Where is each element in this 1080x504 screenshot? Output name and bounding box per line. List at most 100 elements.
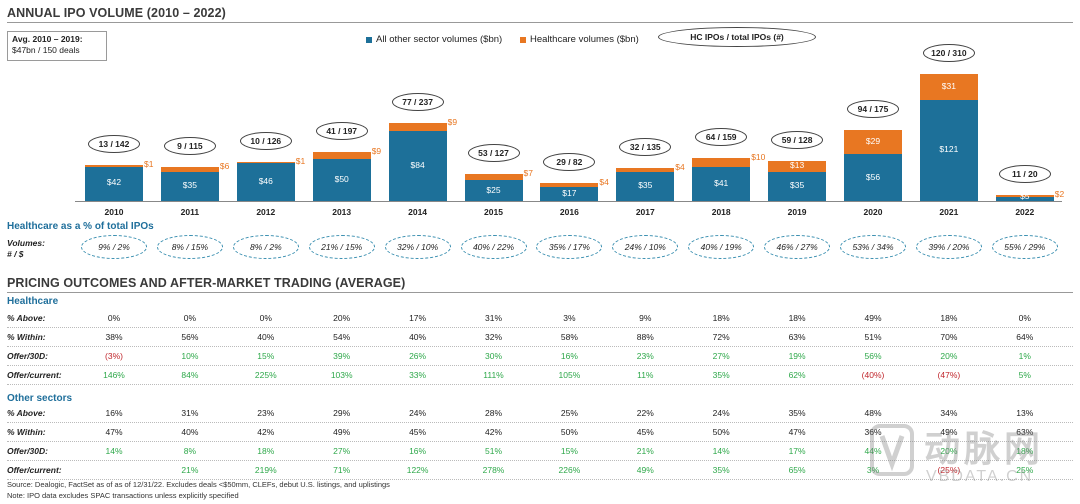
bar-healthcare-2011	[160, 166, 219, 172]
pill-hc-ipos-2013: 41 / 197	[315, 121, 368, 140]
pill-hc-ipos-2017: 32 / 135	[619, 138, 672, 157]
other-sectors-row-label-0: % Above:	[7, 408, 46, 418]
pill-hc-ipos-2020: 94 / 175	[847, 100, 899, 119]
label-other-2012: $46	[258, 175, 273, 186]
hc-pct-ellipse-2022: 55% / 29%	[991, 235, 1058, 259]
x-tick-2016: 2016	[559, 207, 579, 217]
healthcare-section-title: Healthcare	[7, 296, 59, 307]
healthcare-cell-3-2016: 105%	[558, 370, 581, 380]
other-sectors-cell-0-2014: 24%	[409, 408, 427, 418]
healthcare-cell-3-2018: 35%	[712, 370, 730, 380]
bar-healthcare-2014	[388, 123, 447, 131]
pill-hc-ipos-2010: 13 / 142	[88, 135, 140, 154]
pill-hc-ipos-2019: 59 / 128	[771, 130, 824, 149]
bar-other-2014	[388, 130, 447, 201]
other-sectors-cell-3-2012: 219%	[254, 465, 277, 475]
x-tick-2021: 2021	[939, 207, 959, 217]
hc-pct-ellipse-2015: 40% / 22%	[460, 235, 527, 259]
healthcare-cell-3-2015: 111%	[483, 370, 504, 380]
healthcare-row-label-0: % Above:	[7, 313, 46, 323]
label-healthcare-2016: $4	[599, 177, 609, 188]
pill-hc-ipos-2018: 64 / 159	[695, 128, 748, 147]
other-sectors-cell-3-2022: 25%	[1016, 465, 1034, 475]
label-healthcare-2012: $1	[295, 155, 306, 166]
bar-healthcare-2021	[919, 74, 978, 100]
healthcare-cell-0-2019: 18%	[788, 313, 806, 323]
healthcare-cell-3-2017: 11%	[637, 370, 654, 380]
other-sectors-cell-2-2013: 27%	[333, 446, 351, 456]
label-healthcare-2014: $9	[447, 117, 458, 128]
bar-healthcare-2013	[312, 151, 371, 160]
bar-other-2020	[844, 154, 902, 201]
other-sectors-cell-2-2011: 8%	[183, 446, 197, 456]
x-tick-2018: 2018	[711, 207, 731, 217]
hc-pct-ellipse-2016: 35% / 17%	[536, 235, 603, 259]
bar-healthcare-2010	[85, 165, 143, 167]
legend-healthcare-swatch	[520, 36, 526, 43]
label-other-2019: $35	[790, 180, 805, 191]
ipo-volume-chart: $42 $1 13 / 142 2010 $35 $6 9 / 115 2011 $46 $1 10…	[0, 0, 1080, 220]
other-sectors-cell-2-2019: 17%	[788, 446, 806, 456]
average-box-line2: $47bn / 150 deals	[12, 45, 80, 55]
healthcare-cell-2-2016: 16%	[560, 351, 578, 361]
other-sectors-cell-0-2016: 25%	[560, 408, 578, 418]
bar-other-2011	[160, 171, 219, 201]
x-tick-2013: 2013	[332, 207, 352, 217]
x-tick-2012: 2012	[256, 207, 276, 217]
healthcare-row-divider-3	[7, 384, 1073, 385]
bar-healthcare-2015	[464, 174, 523, 181]
other-sectors-cell-2-2022: 18%	[1016, 446, 1034, 456]
bar-healthcare-2020	[844, 130, 902, 155]
healthcare-cell-1-2011: 56%	[181, 332, 199, 342]
healthcare-cell-2-2015: 30%	[484, 351, 502, 361]
healthcare-cell-1-2012: 40%	[257, 332, 275, 342]
other-sectors-cell-2-2010: 14%	[105, 446, 123, 456]
legend-healthcare-label: Healthcare volumes ($bn)	[530, 34, 639, 45]
average-box: Avg. 2010 – 2019: $47bn / 150 deals	[7, 31, 107, 61]
healthcare-row-divider-0	[7, 327, 1073, 328]
x-axis-line	[75, 201, 1062, 202]
pill-hc-ipos-2021: 120 / 310	[922, 44, 975, 63]
other-sectors-cell-3-2014: 122%	[406, 465, 429, 475]
healthcare-cell-0-2011: 0%	[183, 313, 197, 323]
legend-hc-ipos-pill: HC IPOs / total IPOs (#)	[658, 27, 816, 47]
x-tick-2020: 2020	[863, 207, 883, 217]
legend-other: All other sector volumes ($bn)	[366, 34, 502, 45]
healthcare-cell-1-2016: 58%	[560, 332, 578, 342]
healthcare-cell-3-2012: 225%	[254, 370, 277, 380]
other-sectors-cell-0-2017: 22%	[636, 408, 654, 418]
other-sectors-cell-0-2022: 13%	[1016, 408, 1034, 418]
healthcare-cell-2-2022: 1%	[1018, 351, 1031, 361]
x-tick-2010: 2010	[104, 207, 124, 217]
healthcare-cell-1-2022: 64%	[1016, 332, 1034, 342]
healthcare-cell-0-2014: 17%	[409, 313, 427, 323]
label-other-2014: $84	[410, 159, 425, 170]
label-other-2018: $41	[714, 177, 729, 188]
pill-hc-ipos-2014: 77 / 237	[391, 93, 444, 112]
bar-healthcare-2022	[995, 195, 1054, 197]
healthcare-cell-0-2016: 3%	[563, 313, 576, 323]
legend-healthcare: Healthcare volumes ($bn)	[520, 34, 639, 45]
other-sectors-row-divider-0	[7, 422, 1073, 423]
other-sectors-cell-0-2011: 31%	[181, 408, 199, 418]
x-tick-2017: 2017	[635, 207, 655, 217]
other-sectors-cell-2-2021: 20%	[940, 446, 958, 456]
label-other-2010: $42	[106, 177, 122, 188]
other-sectors-cell-1-2016: 50%	[560, 427, 578, 437]
label-healthcare-2017: $4	[675, 162, 685, 173]
label-healthcare-2020: $29	[865, 136, 881, 147]
hc-pct-ellipses: 9% / 2% 8% / 15% 8% / 2% 21% / 15% 32% / 10%…	[0, 0, 1080, 259]
other-sectors-cell-3-2018: 35%	[712, 465, 730, 475]
hc-pct-ellipse-2010: 9% / 2%	[81, 235, 147, 259]
other-sectors-cell-2-2018: 14%	[712, 446, 730, 456]
label-healthcare-2013: $9	[371, 145, 382, 156]
label-other-2021: $121	[939, 144, 959, 155]
x-tick-2011: 2011	[180, 207, 200, 217]
healthcare-cell-2-2010: (3%)	[105, 351, 123, 361]
label-healthcare-2010: $1	[144, 159, 154, 170]
watermark: 动脉网 VBDATA.CN	[870, 420, 1075, 500]
healthcare-cell-3-2021: (47%)	[937, 370, 961, 380]
label-other-2022: $5	[1020, 191, 1030, 201]
other-sectors-cell-3-2017: 49%	[636, 465, 654, 475]
healthcare-cell-1-2017: 88%	[636, 332, 654, 342]
